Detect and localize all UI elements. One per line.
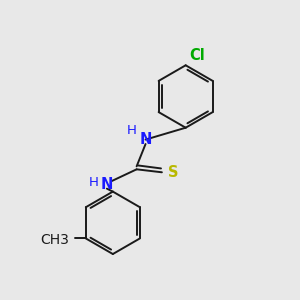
Text: S: S	[168, 165, 178, 180]
Text: H: H	[88, 176, 98, 189]
Text: N: N	[101, 177, 113, 192]
Text: Cl: Cl	[189, 48, 205, 63]
Text: H: H	[127, 124, 137, 137]
Text: CH3: CH3	[40, 233, 70, 247]
Text: N: N	[140, 132, 152, 147]
